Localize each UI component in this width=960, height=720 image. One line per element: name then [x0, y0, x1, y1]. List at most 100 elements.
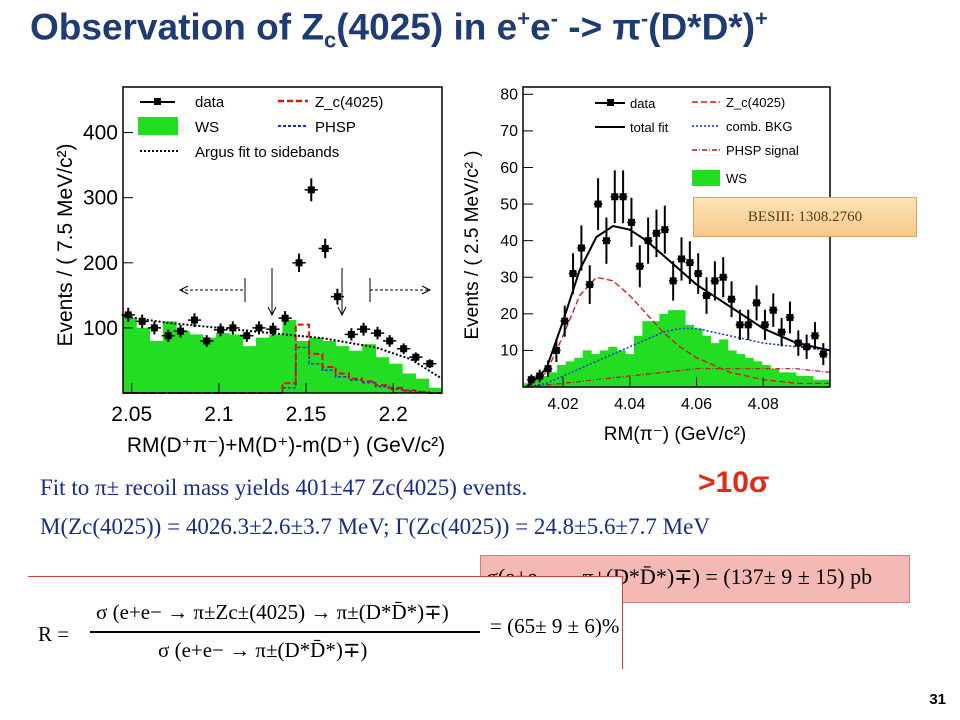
ws-histogram-bar [625, 354, 635, 387]
ws-histogram-bar [659, 313, 669, 387]
ws-histogram-bar [428, 387, 443, 393]
mass-width-text: M(Zc(4025)) = 4026.3±2.6±3.7 MeV; Γ(Zc(4… [40, 514, 710, 539]
chart-left-legend: data Z_c(4025) WS PHSP Argus fit to side… [138, 94, 383, 161]
ws-histogram-bar [719, 339, 729, 387]
fit-yield-text: Fit to π± recoil mass yields 401±47 Zc(4… [40, 475, 528, 500]
data-point [811, 332, 819, 340]
ws-histogram-bar [642, 321, 652, 387]
ws-histogram-bar [362, 344, 377, 393]
data-point [544, 365, 552, 373]
y-tick-label: 30 [500, 270, 518, 287]
ws-histogram-bar [531, 379, 541, 387]
sideband-arrows [178, 268, 432, 317]
ws-histogram-bar [753, 361, 763, 387]
data-point [761, 321, 769, 329]
data-point [190, 316, 198, 324]
chart-right-ylabel: Events / ( 2.5 MeV/c² ) [462, 151, 483, 340]
data-point [124, 311, 132, 319]
ratio-denominator: σ (e+e− → π±(D*D̄*)∓) [158, 638, 368, 662]
x-tick-label: 4.04 [614, 396, 645, 413]
ws-histogram-bar [540, 376, 550, 387]
data-point [177, 327, 185, 335]
ws-histogram-bar [136, 327, 151, 393]
x-tick-label: 4.02 [547, 396, 578, 413]
ws-histogram-bar [804, 376, 814, 387]
plot-frame [522, 86, 831, 388]
data-point [728, 295, 736, 303]
data-point [321, 244, 329, 252]
signal-curve [525, 276, 830, 388]
ws-histogram-bar [335, 346, 350, 393]
svg-text:PHSP signal: PHSP signal [726, 143, 799, 158]
data-point [627, 218, 635, 226]
x-tick-label: 4.08 [748, 396, 779, 413]
data-point [711, 277, 719, 285]
ratio-fraction-bar [90, 631, 480, 633]
data-point [753, 299, 761, 307]
svg-text:data: data [195, 94, 225, 111]
data-point [577, 244, 585, 252]
ratio-formula: R = σ (e+e− → π±Zc±(4025) → π±(D*D̄*)∓) … [38, 600, 638, 670]
ws-histogram-bar [149, 340, 164, 393]
data-point [255, 324, 263, 332]
ratio-formula-area [28, 576, 623, 669]
svg-text:WS: WS [195, 119, 219, 136]
chart-left: Events / ( 7.5 MeV/c²) RM(D⁺π⁻)+M(D⁺)-m(… [54, 86, 445, 457]
y-tick-label: 70 [500, 123, 518, 140]
svg-text:Argus fit to sidebands: Argus fit to sidebands [195, 144, 339, 161]
data-point [644, 237, 652, 245]
x-tick-label: 2.2 [379, 403, 408, 426]
data-point [769, 306, 777, 314]
data-point [295, 259, 303, 267]
phsp-signal-curve [526, 368, 831, 388]
data-point [619, 193, 627, 201]
data-point [269, 325, 277, 333]
ws-histogram-bar [633, 335, 643, 387]
ws-histogram-bar [162, 321, 177, 393]
plot-frame [122, 86, 443, 394]
data-point [347, 330, 355, 338]
ws-histogram-bar [269, 334, 283, 393]
chart-left-ylabel: Events / ( 7.5 MeV/c²) [54, 143, 77, 346]
y-tick-label: 200 [83, 252, 118, 275]
data-point [217, 326, 225, 334]
x-tick-label: 2.15 [286, 403, 327, 426]
data-point [594, 200, 602, 208]
y-tick-label: 60 [500, 160, 518, 177]
ws-histogram-bar [202, 337, 217, 393]
data-point [602, 237, 610, 245]
ws-histogram-bar [282, 320, 297, 393]
page-number: 31 [929, 691, 946, 708]
svg-text:Z_c(4025): Z_c(4025) [726, 95, 785, 110]
ws-histogram-bar [548, 372, 558, 387]
data-point [536, 372, 544, 380]
svg-text:Z_c(4025): Z_c(4025) [315, 94, 383, 111]
svg-text:data: data [630, 96, 656, 111]
svg-text:WS: WS [726, 171, 747, 186]
ws-histogram-bar [608, 346, 618, 387]
page-title: Observation of Zc(4025) in e+e- -> π-(D*… [30, 6, 768, 53]
ws-histogram-bar [415, 378, 430, 393]
data-point [164, 332, 172, 340]
ws-histogram-bar [402, 373, 416, 393]
data-point [703, 292, 711, 300]
data-point [360, 325, 368, 333]
x-tick-label: 2.05 [111, 403, 152, 426]
ws-histogram-bar [574, 357, 584, 387]
ws-histogram-bar [582, 350, 592, 387]
ws-histogram-bar [702, 335, 712, 387]
ws-histogram-bar [795, 376, 805, 387]
ws-histogram-bar [667, 310, 677, 387]
ws-histogram-bar [309, 337, 323, 393]
data-point [412, 353, 420, 361]
argus-fit-curve [122, 315, 443, 380]
ws-histogram-bar [787, 372, 797, 387]
ws-histogram-bar [375, 357, 390, 393]
data-point [203, 337, 211, 345]
data-point [569, 270, 577, 278]
ws-histogram-bar [295, 340, 310, 393]
data-point [552, 346, 560, 354]
ws-histogram-bar [189, 334, 204, 393]
data-point [678, 255, 686, 263]
data-point [778, 328, 786, 336]
